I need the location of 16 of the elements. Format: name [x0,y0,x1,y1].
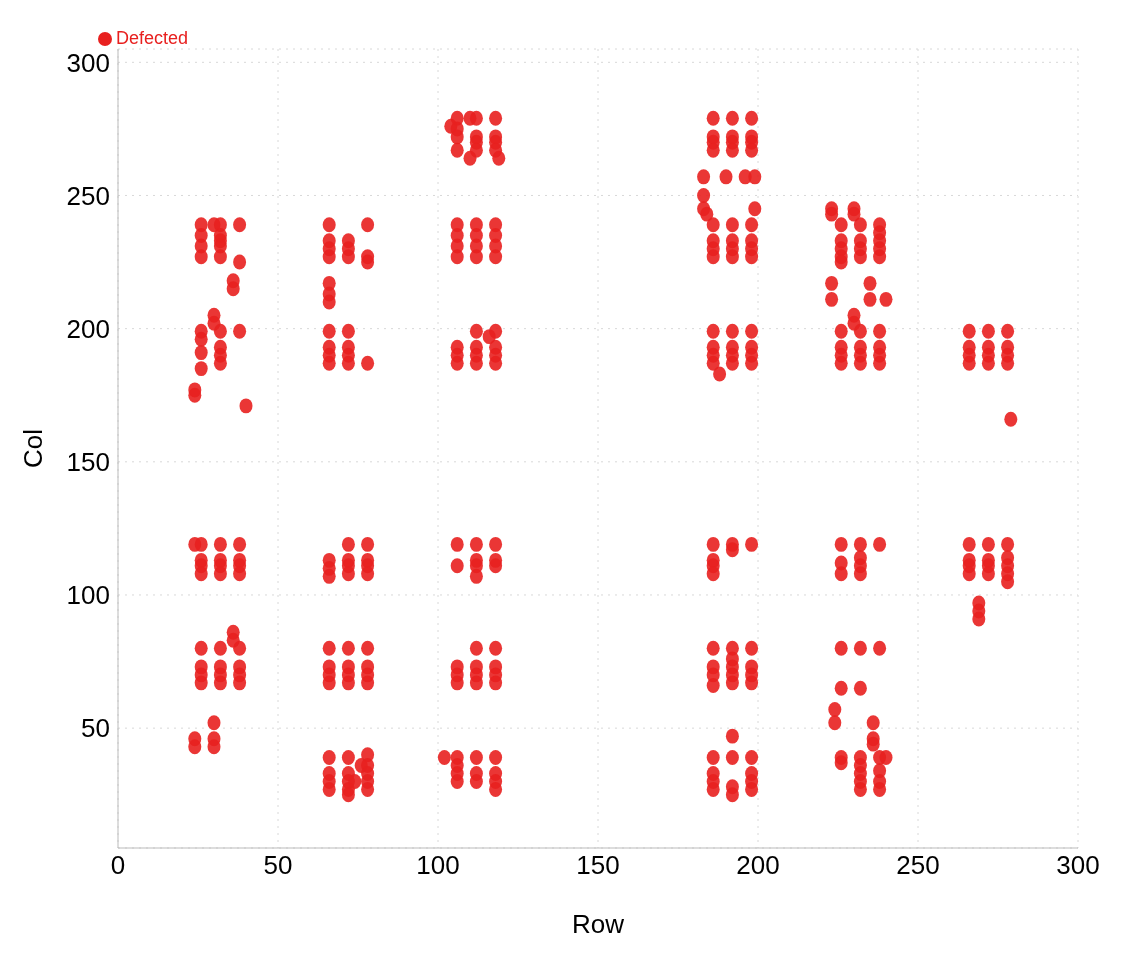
x-tick-label: 300 [1056,850,1100,881]
y-tick-label: 200 [66,313,110,344]
x-tick-label: 200 [736,850,780,881]
y-tick-label: 300 [66,47,110,78]
x-tick-label: 250 [896,850,940,881]
y-axis-title: Col [18,428,49,469]
x-tick-label: 50 [263,850,293,881]
y-tick-label: 250 [66,180,110,211]
x-tick-label: 0 [110,850,126,881]
x-axis-title: Row [571,909,625,939]
legend-label: Defected [116,28,189,48]
x-tick-label: 100 [416,850,460,881]
y-tick-label: 100 [66,580,110,611]
y-tick-label: 150 [66,447,110,478]
y-tick-label: 50 [81,713,110,744]
x-tick-label: 150 [576,850,620,881]
